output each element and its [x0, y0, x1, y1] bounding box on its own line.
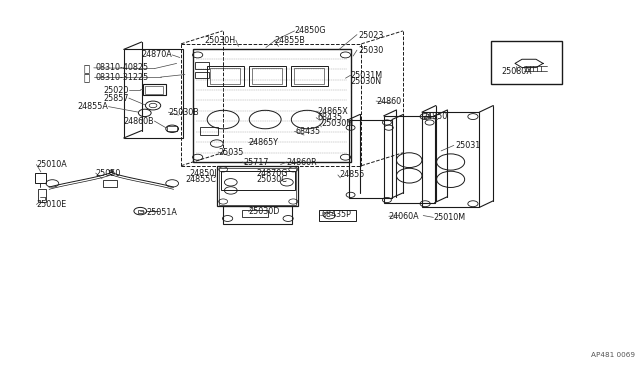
Text: 25050: 25050: [96, 169, 121, 177]
Text: AP481 0069: AP481 0069: [591, 352, 636, 358]
Text: 25010A: 25010A: [36, 160, 67, 169]
Text: 24865Y: 24865Y: [248, 138, 278, 147]
Bar: [217, 166, 298, 206]
Text: 25031: 25031: [455, 141, 481, 150]
Bar: [38, 189, 46, 202]
Text: 25010M: 25010M: [433, 213, 465, 222]
Text: 25717: 25717: [244, 157, 269, 167]
Text: 24860R: 24860R: [287, 157, 317, 167]
Text: 25080X: 25080X: [501, 67, 532, 76]
Text: 24870G: 24870G: [256, 169, 288, 177]
Text: 25030M: 25030M: [321, 119, 353, 128]
Bar: [491, 41, 562, 84]
Text: 24850: 24850: [422, 112, 447, 121]
Text: 25030: 25030: [358, 46, 383, 55]
Text: 25857: 25857: [103, 94, 129, 103]
Bar: [207, 66, 244, 86]
Text: Ⓢ: Ⓢ: [83, 72, 90, 82]
Text: 24855B: 24855B: [274, 36, 305, 45]
Text: 25051A: 25051A: [147, 208, 177, 217]
Bar: [422, 112, 479, 208]
Bar: [210, 68, 241, 84]
Bar: [223, 206, 292, 224]
Text: 24060A: 24060A: [389, 212, 419, 221]
Bar: [145, 86, 163, 94]
Text: 08310-31225: 08310-31225: [96, 73, 149, 81]
Text: 25031M: 25031M: [351, 71, 383, 80]
Text: 08310-40825: 08310-40825: [96, 63, 149, 72]
Text: 25020: 25020: [104, 86, 129, 94]
Bar: [195, 71, 209, 78]
Text: 25023: 25023: [358, 31, 383, 40]
Bar: [243, 210, 268, 217]
Text: 24855: 24855: [339, 170, 365, 179]
Text: 24855C: 24855C: [186, 175, 217, 184]
Text: 68435: 68435: [317, 113, 342, 122]
Bar: [124, 49, 183, 138]
Text: 25030B: 25030B: [168, 108, 199, 117]
Text: 25010E: 25010E: [36, 200, 67, 209]
Bar: [220, 168, 296, 205]
Bar: [384, 116, 435, 203]
Bar: [200, 127, 218, 135]
Text: 68435: 68435: [296, 127, 321, 136]
Text: 25030D: 25030D: [248, 207, 280, 217]
Bar: [143, 84, 166, 95]
Text: 25035: 25035: [218, 148, 243, 157]
Text: 24860B: 24860B: [124, 116, 154, 125]
Text: 24865X: 24865X: [317, 107, 348, 116]
Text: 25030C: 25030C: [256, 175, 287, 184]
Text: 24855A: 24855A: [77, 102, 108, 111]
Text: 24870A: 24870A: [141, 51, 172, 60]
Bar: [248, 66, 285, 86]
Bar: [103, 180, 117, 187]
Bar: [221, 171, 294, 190]
Text: 68435P: 68435P: [321, 210, 351, 219]
Bar: [291, 66, 328, 86]
Bar: [138, 210, 143, 212]
Bar: [35, 173, 46, 183]
Text: 25030H: 25030H: [205, 36, 236, 45]
Text: 24860: 24860: [376, 97, 401, 106]
Bar: [195, 62, 209, 68]
Bar: [349, 119, 392, 198]
Text: Ⓢ: Ⓢ: [83, 63, 90, 73]
Bar: [193, 49, 351, 162]
Bar: [167, 126, 177, 131]
Text: 24850G: 24850G: [294, 26, 326, 35]
Bar: [294, 68, 324, 84]
Text: 24850J: 24850J: [189, 169, 217, 177]
Bar: [319, 210, 356, 221]
Bar: [252, 68, 282, 84]
Text: 25030N: 25030N: [351, 77, 381, 86]
